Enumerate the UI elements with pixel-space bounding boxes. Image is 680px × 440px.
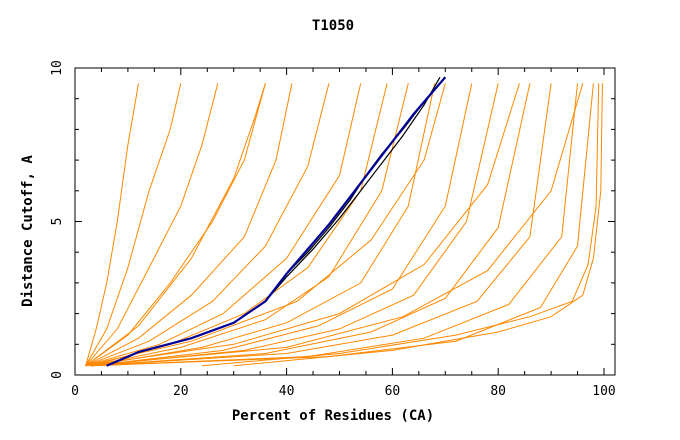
model-curve-13 [90,83,531,367]
x-tick-label: 100 [592,384,615,399]
x-tick-label: 40 [279,384,295,399]
model-curve-19 [85,83,266,367]
model-curve-22 [233,83,603,367]
model-curve-11 [90,83,473,367]
model-curve-4 [85,83,266,367]
x-tick-label: 0 [71,384,79,399]
model-curve-15 [90,83,578,367]
model-curve-9 [90,83,409,367]
x-tick-label: 80 [490,384,506,399]
y-tick-label: 0 [50,371,65,379]
x-axis-ticks: 0 20 40 60 80 100 [71,68,616,399]
model-curve-21 [201,83,600,367]
model-curve-14 [90,83,552,367]
x-axis-label: Percent of Residues (CA) [232,408,434,424]
model-curve-10 [90,83,436,367]
model-curve-2 [85,83,182,367]
model-curve-17 [85,83,520,367]
model-curve-1 [85,83,139,366]
reference-curve-2 [106,76,441,367]
y-axis-label: Distance Cutoff, A [20,155,36,307]
chart-title: T1050 [312,18,354,34]
model-curve-3 [85,83,219,367]
model-curve-20 [85,83,584,367]
model-curve-16 [90,83,594,367]
y-tick-label: 5 [50,218,65,226]
model-curve-12 [90,83,499,367]
y-axis-ticks: 0 5 10 [50,60,615,379]
best-model-curve [106,76,447,367]
x-tick-label: 20 [173,384,189,399]
plot-frame [74,67,616,376]
y-tick-label: 10 [50,60,65,76]
model-curve-18 [85,83,446,367]
x-tick-label: 60 [385,384,401,399]
plot-area [85,76,603,367]
model-curve-6 [85,83,330,367]
model-curve-7 [85,83,362,367]
model-curve-5 [85,83,293,367]
